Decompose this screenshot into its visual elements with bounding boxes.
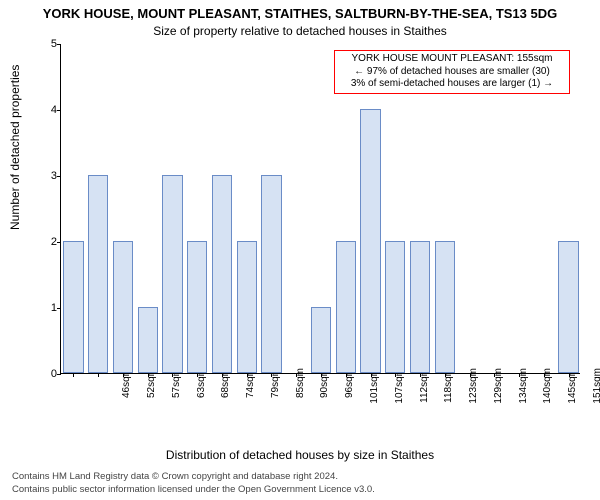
bar bbox=[558, 241, 578, 373]
ytick-mark bbox=[57, 308, 61, 309]
annotation-box: YORK HOUSE MOUNT PLEASANT: 155sqm← 97% o… bbox=[334, 50, 570, 94]
annotation-line: YORK HOUSE MOUNT PLEASANT: 155sqm bbox=[339, 53, 565, 66]
chart-container: YORK HOUSE, MOUNT PLEASANT, STAITHES, SA… bbox=[0, 0, 600, 500]
plot-area: YORK HOUSE MOUNT PLEASANT: 155sqm← 97% o… bbox=[60, 44, 580, 374]
xtick-mark bbox=[321, 373, 322, 377]
bar bbox=[113, 241, 133, 373]
xtick-mark bbox=[73, 373, 74, 377]
attribution-text: Contains HM Land Registry data © Crown c… bbox=[12, 471, 375, 496]
bar bbox=[138, 307, 158, 373]
xtick-mark bbox=[296, 373, 297, 377]
bar bbox=[237, 241, 257, 373]
xtick-mark bbox=[395, 373, 396, 377]
bar bbox=[63, 241, 83, 373]
xtick-mark bbox=[569, 373, 570, 377]
xtick-mark bbox=[123, 373, 124, 377]
ytick-mark bbox=[57, 110, 61, 111]
bar bbox=[410, 241, 430, 373]
xtick-mark bbox=[371, 373, 372, 377]
ytick-label: 3 bbox=[33, 170, 57, 182]
chart-title-main: YORK HOUSE, MOUNT PLEASANT, STAITHES, SA… bbox=[0, 6, 600, 21]
xtick-mark bbox=[544, 373, 545, 377]
bar bbox=[435, 241, 455, 373]
xtick-mark bbox=[519, 373, 520, 377]
annotation-line: ← 97% of detached houses are smaller (30… bbox=[339, 66, 565, 79]
xtick-mark bbox=[445, 373, 446, 377]
bar bbox=[311, 307, 331, 373]
xtick-mark bbox=[470, 373, 471, 377]
x-axis-label: Distribution of detached houses by size … bbox=[0, 448, 600, 462]
bar bbox=[261, 175, 281, 373]
ytick-label: 4 bbox=[33, 104, 57, 116]
ytick-label: 1 bbox=[33, 302, 57, 314]
xtick-mark bbox=[222, 373, 223, 377]
xtick-mark bbox=[271, 373, 272, 377]
ytick-mark bbox=[57, 44, 61, 45]
ytick-label: 5 bbox=[33, 38, 57, 50]
bar bbox=[385, 241, 405, 373]
xtick-mark bbox=[172, 373, 173, 377]
bar bbox=[212, 175, 232, 373]
xtick-mark bbox=[247, 373, 248, 377]
ytick-mark bbox=[57, 242, 61, 243]
ytick-mark bbox=[57, 176, 61, 177]
bar bbox=[360, 109, 380, 373]
y-axis-label: Number of detached properties bbox=[8, 65, 22, 230]
xtick-label: 151sqm bbox=[592, 368, 600, 418]
xtick-mark bbox=[420, 373, 421, 377]
xtick-mark bbox=[197, 373, 198, 377]
bar bbox=[187, 241, 207, 373]
xtick-mark bbox=[148, 373, 149, 377]
ytick-mark bbox=[57, 374, 61, 375]
ytick-label: 2 bbox=[33, 236, 57, 248]
bar bbox=[336, 241, 356, 373]
bar bbox=[88, 175, 108, 373]
xtick-mark bbox=[98, 373, 99, 377]
xtick-mark bbox=[346, 373, 347, 377]
xtick-mark bbox=[494, 373, 495, 377]
chart-title-sub: Size of property relative to detached ho… bbox=[0, 24, 600, 38]
annotation-line: 3% of semi-detached houses are larger (1… bbox=[339, 78, 565, 91]
attribution-line1: Contains HM Land Registry data © Crown c… bbox=[12, 471, 375, 483]
attribution-line2: Contains public sector information licen… bbox=[12, 484, 375, 496]
ytick-label: 0 bbox=[33, 368, 57, 380]
bar bbox=[162, 175, 182, 373]
